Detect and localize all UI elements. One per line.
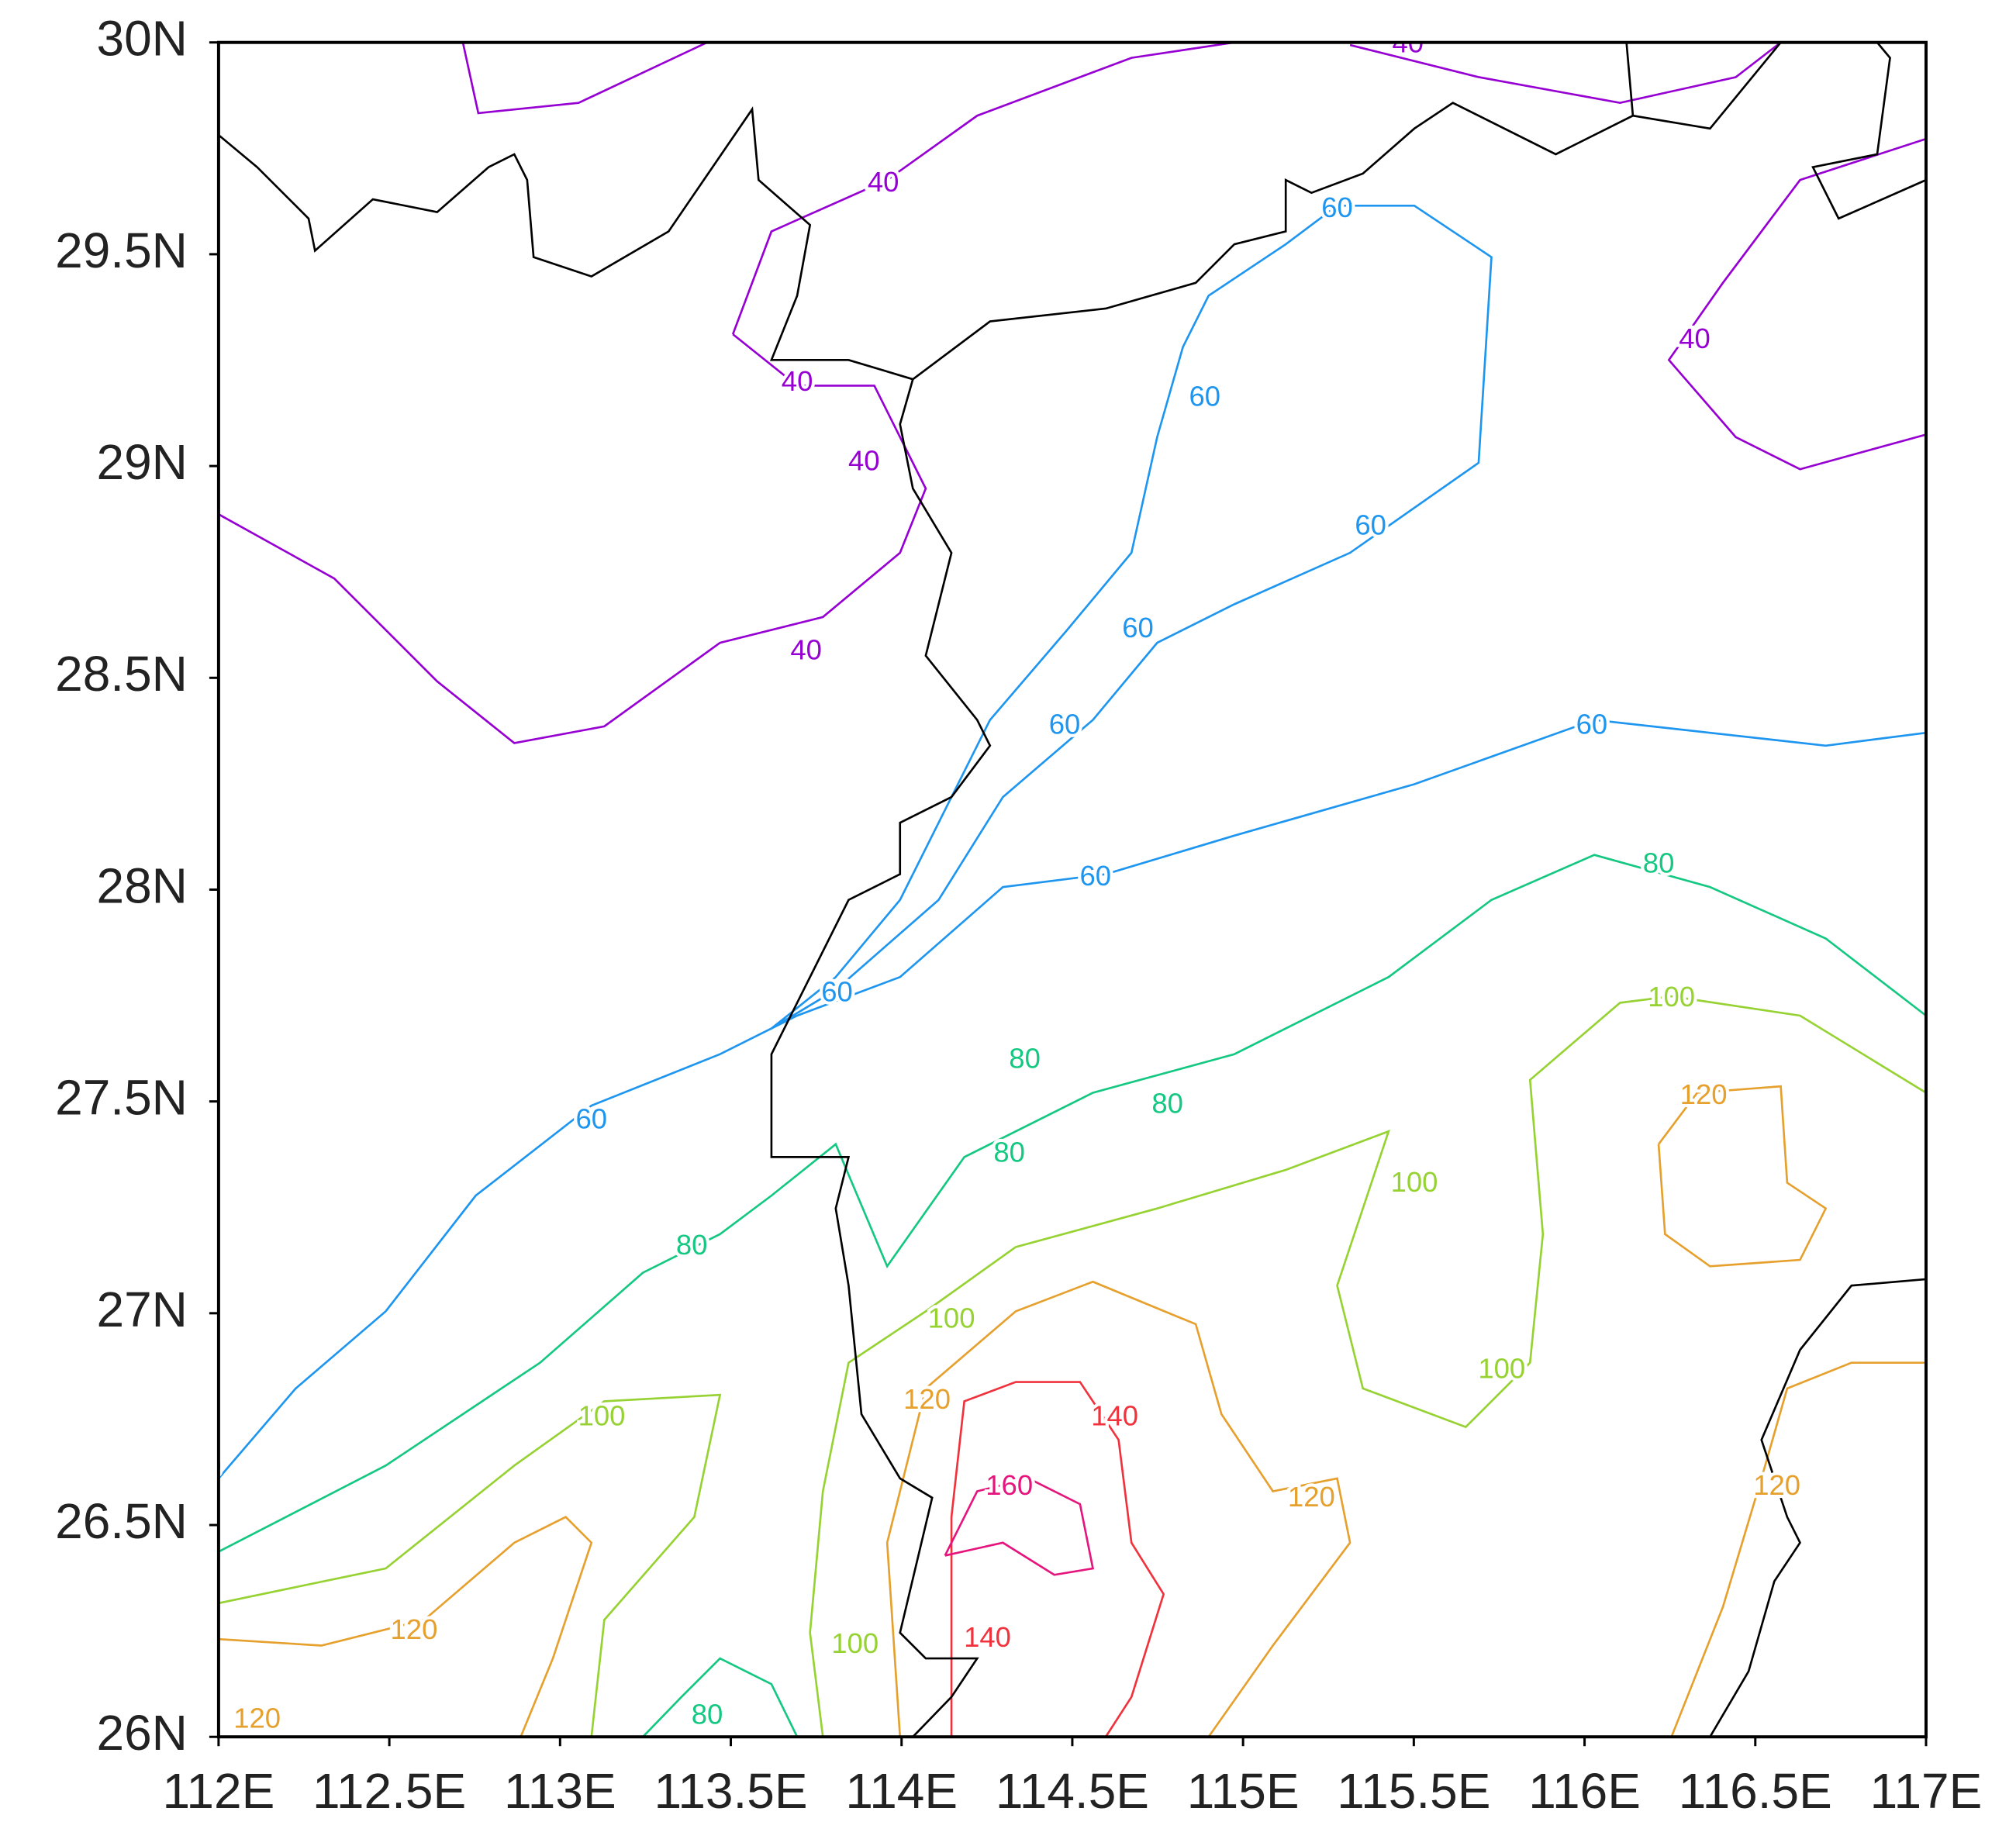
border-line — [1811, 42, 1926, 220]
contour-label: 80 — [1151, 1088, 1183, 1120]
border-line — [912, 42, 1635, 381]
contour-label: 40 — [868, 166, 899, 198]
contour-line — [218, 333, 927, 744]
contour-line — [218, 854, 1926, 1553]
border-line — [218, 106, 992, 1737]
contour-line — [950, 1381, 1165, 1737]
contour-label: 40 — [790, 633, 822, 665]
contour-label: 60 — [1079, 860, 1111, 892]
contour-line — [461, 42, 708, 115]
contour-label: 60 — [1122, 612, 1154, 643]
contour-line — [1657, 1085, 1828, 1268]
y-tick-label: 29N — [96, 434, 187, 490]
contour-label: 120 — [1753, 1469, 1800, 1501]
contour-line — [885, 1280, 1351, 1737]
contour-label: 120 — [391, 1613, 438, 1645]
contour-label: 40 — [782, 365, 813, 397]
y-tick-label: 27N — [96, 1282, 187, 1337]
contour-label: 100 — [928, 1302, 975, 1334]
axes: 112E 112.5E 113E 113.5E 114E 114.5E 115E 115.5E… — [55, 11, 1982, 1820]
contour-label: 100 — [1478, 1352, 1525, 1384]
contour-label: 40 — [848, 445, 880, 477]
y-tick-label: 29.5N — [55, 223, 188, 278]
contour-label: 160 — [986, 1469, 1033, 1501]
x-tick-label: 113E — [504, 1763, 616, 1819]
contour-label: 100 — [578, 1400, 626, 1432]
x-tick-label: 115.5E — [1337, 1763, 1490, 1819]
contour-label: 60 — [1189, 381, 1220, 412]
y-tick-label: 26.5N — [55, 1493, 188, 1549]
contour-line — [731, 42, 1235, 335]
x-tick-label: 116E — [1528, 1763, 1641, 1819]
contour-label: 60 — [821, 975, 853, 1007]
contour-line — [809, 995, 1926, 1737]
contour-label: 80 — [993, 1137, 1025, 1168]
contour-line — [218, 719, 1926, 1479]
x-tick-label: 114.5E — [996, 1763, 1149, 1819]
contour-label: 80 — [692, 1698, 723, 1730]
contour-label: 60 — [190, 1450, 222, 1482]
y-tick-label: 30N — [96, 11, 187, 67]
contour-label: 140 — [964, 1621, 1011, 1653]
x-tick-label: 112E — [163, 1763, 275, 1819]
boundaries — [218, 42, 1926, 1737]
contour-line — [771, 204, 1493, 1030]
x-tick-label: 115E — [1187, 1763, 1300, 1819]
contour-line — [642, 1657, 799, 1737]
contour-label: 120 — [233, 1702, 281, 1734]
contour-label: 80 — [1009, 1043, 1041, 1075]
y-tick-label: 26N — [96, 1705, 187, 1761]
contour-label: 100 — [1648, 981, 1695, 1013]
contour-label: 100 — [1391, 1166, 1438, 1198]
contour-line — [1670, 1361, 1926, 1737]
y-tick-label: 28.5N — [55, 646, 188, 702]
x-tick-label: 116.5E — [1679, 1763, 1832, 1819]
plot-frame — [216, 40, 1928, 1739]
contour-label: 120 — [1288, 1481, 1335, 1513]
x-tick-label: 114E — [845, 1763, 958, 1819]
contour-line — [218, 1393, 722, 1737]
border-line — [1709, 1278, 1926, 1737]
contour-label: 100 — [831, 1627, 879, 1659]
x-tick-label: 117E — [1870, 1763, 1983, 1819]
contour-label: 40 — [1679, 323, 1710, 354]
contour-labels: 40 40 40 40 40 40 60 60 60 60 60 60 60 60 60 60 80 80 80 80… — [190, 27, 1804, 1737]
map-layers: 40 40 40 40 40 40 60 60 60 60 60 60 60 60 60 60 80 80 80 80… — [190, 27, 1926, 1737]
x-tick-label: 113.5E — [654, 1763, 807, 1819]
contour-label: 120 — [903, 1383, 951, 1415]
contour-label: 60 — [575, 1103, 607, 1135]
contour-line — [218, 1516, 593, 1737]
contour-label: 60 — [1049, 709, 1081, 740]
contour-line — [1667, 137, 1926, 471]
contour-label: 60 — [1355, 509, 1386, 541]
contour-label: 60 — [1321, 191, 1353, 223]
contour-label: 40 — [1392, 27, 1424, 59]
x-tick-label: 112.5E — [312, 1763, 466, 1819]
contour-label: 80 — [676, 1229, 708, 1261]
border-line — [1632, 42, 1782, 130]
contours — [218, 42, 1926, 1737]
y-tick-label: 28N — [96, 857, 187, 913]
contour-label: 120 — [1680, 1078, 1728, 1110]
contour-line — [944, 1477, 1095, 1576]
contour-line — [1349, 42, 1782, 105]
contour-label: 80 — [1643, 847, 1675, 879]
y-tick-label: 27.5N — [55, 1070, 188, 1126]
contour-label: 140 — [1091, 1400, 1138, 1432]
contour-label: 60 — [1576, 709, 1608, 740]
plot-area: 40 40 40 40 40 40 60 60 60 60 60 60 60 60 60 60 80 80 80 80… — [190, 27, 1928, 1739]
